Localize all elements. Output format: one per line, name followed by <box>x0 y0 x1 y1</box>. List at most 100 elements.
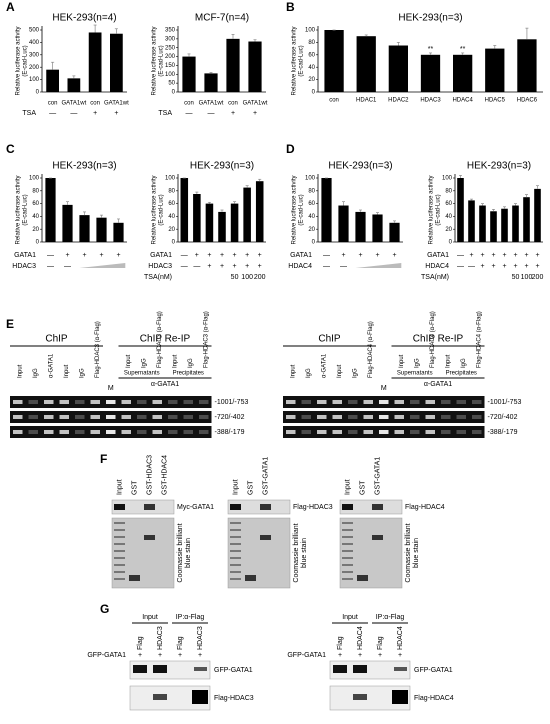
band <box>410 400 420 404</box>
band <box>372 504 383 510</box>
group-label: Precipitates <box>446 371 477 377</box>
band <box>342 564 353 566</box>
header: Input <box>342 614 358 621</box>
y-tick-label: 20 <box>445 227 452 233</box>
band <box>317 430 327 434</box>
band <box>357 575 368 581</box>
band <box>410 430 420 434</box>
band <box>199 415 209 419</box>
band <box>372 535 383 540</box>
condition-value: + <box>341 252 345 259</box>
lane-label: α-GATA1 <box>48 353 54 378</box>
band <box>114 564 125 566</box>
lane-label: Flag <box>177 636 184 650</box>
band <box>472 415 482 419</box>
band <box>230 504 241 510</box>
band <box>75 400 85 404</box>
lane-label: HDAC3 <box>157 626 164 650</box>
condition-value: — <box>340 263 347 270</box>
band <box>121 415 131 419</box>
condition-value: — <box>323 252 330 259</box>
band-label: -720/-402 <box>215 414 245 421</box>
condition-value: — <box>193 263 200 270</box>
y-tick-label: 150 <box>165 63 176 69</box>
band <box>90 400 100 404</box>
x-tick-label: HDAC4 <box>452 98 473 104</box>
band <box>332 415 342 419</box>
x-tick-label: GATA1wt <box>243 101 268 107</box>
condition-value: + <box>233 252 237 259</box>
band <box>75 430 85 434</box>
bar <box>204 73 218 92</box>
band <box>106 400 116 404</box>
lane-label: Flag-HDAC3 (α-Flag) <box>95 321 101 378</box>
bar <box>255 181 264 242</box>
chart-title: HEK-293(n=3) <box>190 161 254 172</box>
y-tick-label: 300 <box>29 52 40 58</box>
lane-label: GST-GATA1 <box>374 457 381 495</box>
bar <box>226 38 240 92</box>
lane-label: IgG <box>141 358 147 368</box>
band <box>114 557 125 559</box>
header: IP:α-Flag <box>176 614 205 621</box>
band <box>28 400 38 404</box>
condition-value: + <box>480 252 484 259</box>
y-axis-label: Relative luciferase activity <box>429 175 435 244</box>
band <box>121 400 131 404</box>
y-tick-label: 100 <box>29 77 40 83</box>
band <box>114 536 125 538</box>
chart-title: MCF-7(n=4) <box>195 13 249 24</box>
band <box>152 430 162 434</box>
condition-value: — <box>208 110 215 117</box>
bar <box>355 211 366 242</box>
blot-label: Flag-HDAC4 <box>405 504 445 511</box>
condition-value: 100 <box>241 274 253 281</box>
condition-name: HDAC3 <box>148 263 172 270</box>
y-tick-label: 500 <box>29 28 40 34</box>
band <box>301 430 311 434</box>
lane-label: Flag <box>377 636 384 650</box>
bar <box>512 205 519 242</box>
condition-value: + <box>220 263 224 270</box>
y-tick-label: 0 <box>312 240 316 246</box>
condition-value: + <box>513 252 517 259</box>
condition-value: + <box>82 252 86 259</box>
y-tick-label: 40 <box>445 214 452 220</box>
band <box>194 667 207 671</box>
condition-value: + <box>480 263 484 270</box>
condition-value: + <box>535 263 539 270</box>
row-value: + <box>398 652 402 659</box>
condition-name: GATA1 <box>14 252 36 259</box>
y-axis-label: Relative luciferase activity <box>16 26 22 95</box>
panel-letter: A <box>6 0 15 14</box>
condition-value: + <box>491 252 495 259</box>
band <box>114 550 125 552</box>
band <box>456 430 466 434</box>
lane-label: M <box>108 385 114 392</box>
band <box>286 400 296 404</box>
condition-value: + <box>220 252 224 259</box>
y-tick-label: 0 <box>36 240 40 246</box>
bar <box>490 211 497 242</box>
bar <box>193 194 201 242</box>
band <box>137 400 147 404</box>
band <box>75 415 85 419</box>
stain-label: blue stain <box>413 538 420 568</box>
band <box>199 400 209 404</box>
bar <box>205 203 214 242</box>
condition-name: GATA1 <box>290 252 312 259</box>
bar <box>338 205 349 242</box>
condition-value: + <box>207 252 211 259</box>
band-label: -1001/-753 <box>215 399 249 406</box>
band <box>114 529 125 531</box>
condition-value: — <box>49 110 56 117</box>
antibody-label: α-GATA1 <box>151 381 179 388</box>
band <box>342 571 353 573</box>
condition-value: — <box>468 263 475 270</box>
condition-value: — <box>186 110 193 117</box>
band <box>106 430 116 434</box>
bar <box>485 48 505 92</box>
condition-value: + <box>253 110 257 117</box>
condition-value: + <box>524 252 528 259</box>
band <box>441 415 451 419</box>
